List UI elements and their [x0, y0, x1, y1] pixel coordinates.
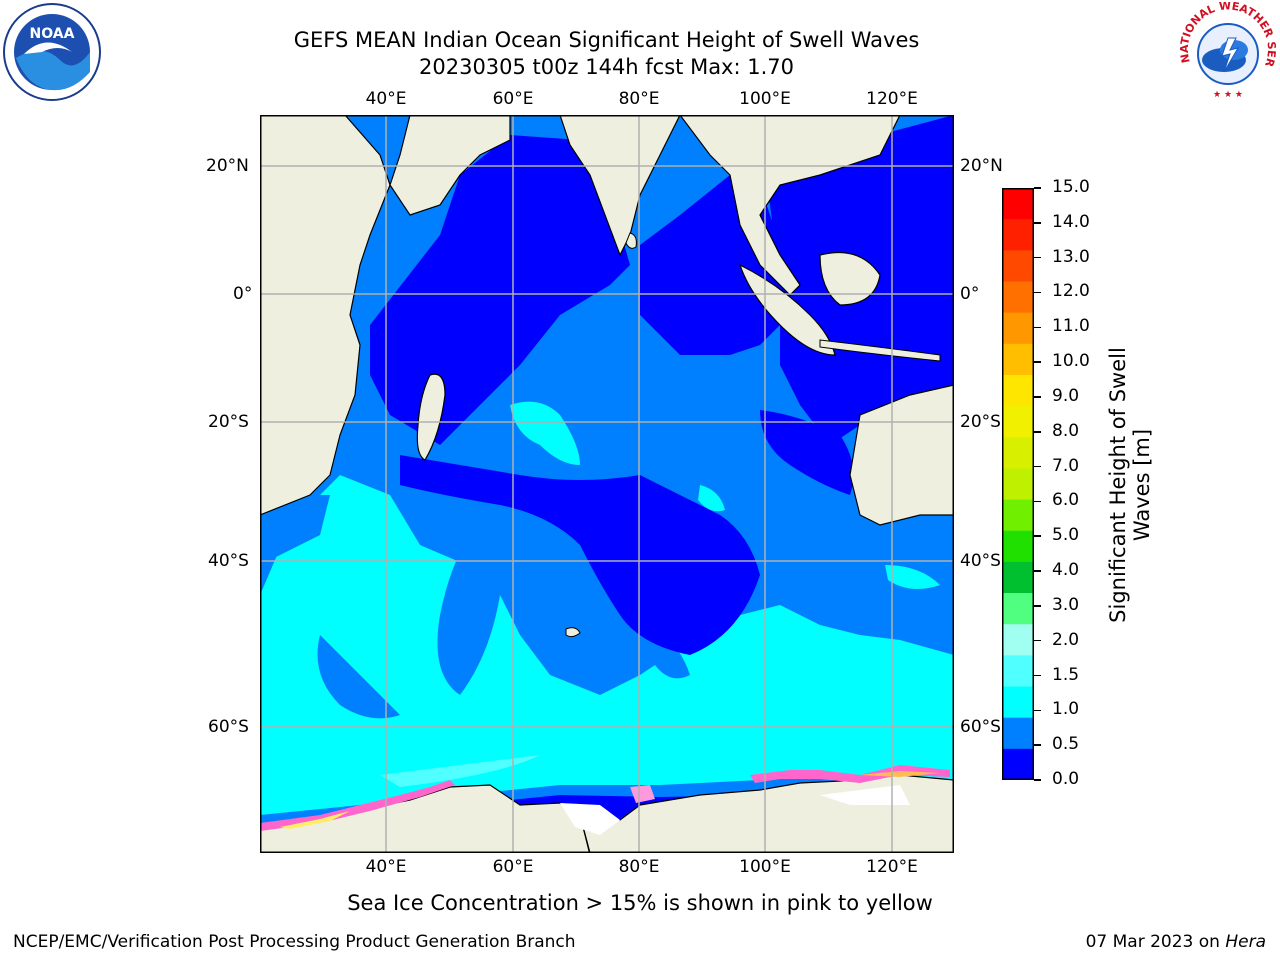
colorbar-tick-label: 14.0: [1052, 211, 1090, 232]
colorbar-tick-label: 5.0: [1052, 525, 1080, 546]
colorbar-tick-label: 12.0: [1052, 281, 1090, 302]
colorbar-tick-mark: [1034, 500, 1041, 503]
colorbar-bar: [1002, 188, 1034, 781]
lat-label-left-20n: 20°N: [206, 156, 249, 176]
footer-date-text: 07 Mar 2023 on: [1085, 932, 1226, 952]
colorbar-cell: [1002, 468, 1034, 501]
colorbar-tick-label: 15.0: [1052, 177, 1090, 197]
lat-label-right-40s: 40°S: [960, 551, 1001, 571]
lon-label-bottom-60e: 60°E: [492, 857, 534, 877]
colorbar-label-line2: Waves [m]: [1130, 428, 1154, 542]
colorbar-tick-mark: [1034, 605, 1041, 607]
map-canvas: [260, 115, 954, 853]
colorbar-tick-mark: [1034, 779, 1041, 781]
colorbar-tick-label: 3.0: [1052, 594, 1080, 615]
swell-height-map: [260, 115, 954, 853]
lon-label-top-100e: 100°E: [739, 89, 791, 109]
lat-label-right-60s: 60°S: [960, 717, 1001, 737]
colorbar-cell: [1002, 250, 1034, 283]
colorbar-cell: [1002, 343, 1034, 376]
colorbar-tick-mark: [1034, 222, 1041, 224]
lat-label-left-0: 0°: [233, 284, 253, 304]
lat-label-left-20s: 20°S: [208, 412, 249, 432]
lat-label-right-20n: 20°N: [960, 156, 1003, 176]
lon-label-bottom-80e: 80°E: [618, 857, 660, 877]
colorbar-tick-mark: [1034, 291, 1041, 294]
colorbar-tick-label: 2.0: [1052, 629, 1080, 650]
colorbar-cell: [1002, 530, 1034, 563]
lat-label-left-40s: 40°S: [208, 551, 249, 571]
colorbar-tick-label: 1.5: [1052, 664, 1080, 685]
footer-date: 07 Mar 2023 on Hera: [1086, 932, 1266, 952]
nws-logo: NATIONAL WEATHER SERVICE ★ ★ ★: [1174, 0, 1278, 102]
colorbar-cell: [1002, 561, 1034, 594]
colorbar-tick-mark: [1034, 639, 1041, 642]
colorbar-tick-mark: [1034, 744, 1041, 746]
colorbar-tick-label: 6.0: [1052, 490, 1080, 511]
colorbar-tick-mark: [1034, 187, 1041, 189]
footer-host: Hera: [1225, 932, 1266, 952]
colorbar-tick-label: 10.0: [1052, 351, 1090, 372]
colorbar-cell: [1002, 717, 1034, 750]
colorbar-tick-label: 0.0: [1052, 769, 1080, 789]
colorbar-cell: [1002, 281, 1034, 314]
noaa-logo: NOAA: [2, 2, 102, 102]
colorbar-cell: [1002, 593, 1034, 625]
lat-label-right-0: 0°: [960, 284, 980, 304]
colorbar-tick-mark: [1034, 709, 1041, 712]
colorbar-cell: [1002, 219, 1034, 251]
colorbar-tick-mark: [1034, 361, 1041, 363]
colorbar-tick-mark: [1034, 570, 1041, 572]
colorbar-tick-mark: [1034, 326, 1041, 329]
lon-label-top-60e: 60°E: [492, 89, 534, 109]
colorbar-tick-mark: [1034, 465, 1041, 468]
lat-label-right-20s: 20°S: [960, 412, 1001, 432]
lon-label-top-120e: 120°E: [866, 89, 918, 109]
chart-subtitle-forecast: 20230305 t00z 144h fcst Max: 1.70: [419, 55, 794, 79]
colorbar-tick-label: 8.0: [1052, 420, 1080, 441]
colorbar-tick-mark: [1034, 431, 1041, 433]
chart-title: GEFS MEAN Indian Ocean Significant Heigh…: [293, 28, 920, 52]
colorbar-tick-label: 11.0: [1052, 316, 1090, 337]
lat-label-left-60s: 60°S: [208, 717, 249, 737]
lon-label-top-40e: 40°E: [365, 89, 407, 109]
colorbar-tick-mark: [1034, 535, 1041, 537]
colorbar-tick-label: 9.0: [1052, 385, 1080, 406]
colorbar-tick-mark: [1034, 396, 1041, 398]
colorbar-cell: [1002, 624, 1034, 656]
sea-ice-note: Sea Ice Concentration > 15% is shown in …: [347, 891, 933, 915]
lon-label-top-80e: 80°E: [618, 89, 660, 109]
colorbar-cell: [1002, 312, 1034, 345]
colorbar: [1002, 188, 1034, 781]
colorbar-cell: [1002, 499, 1034, 532]
colorbar-label-line1: Significant Height of Swell: [1106, 347, 1130, 623]
svg-text:★ ★ ★: ★ ★ ★: [1213, 90, 1243, 100]
colorbar-cell: [1002, 188, 1034, 220]
colorbar-cell: [1002, 748, 1034, 781]
footer-branch: NCEP/EMC/Verification Post Processing Pr…: [13, 932, 576, 952]
colorbar-tick-label: 0.5: [1052, 734, 1080, 755]
colorbar-tick-mark: [1034, 674, 1041, 677]
colorbar-tick-label: 13.0: [1052, 246, 1090, 267]
lon-label-bottom-40e: 40°E: [365, 857, 407, 877]
colorbar-tick-mark: [1034, 256, 1041, 259]
colorbar-tick-label: 4.0: [1052, 560, 1080, 581]
colorbar-tick-label: 7.0: [1052, 455, 1080, 476]
colorbar-cell: [1002, 437, 1034, 470]
lon-label-bottom-100e: 100°E: [739, 857, 791, 877]
colorbar-cell: [1002, 686, 1034, 719]
colorbar-cell: [1002, 374, 1034, 407]
colorbar-cell: [1002, 406, 1034, 438]
lon-label-bottom-120e: 120°E: [866, 857, 918, 877]
colorbar-cell: [1002, 655, 1034, 688]
colorbar-tick-label: 1.0: [1052, 699, 1080, 720]
svg-text:NOAA: NOAA: [30, 26, 75, 42]
